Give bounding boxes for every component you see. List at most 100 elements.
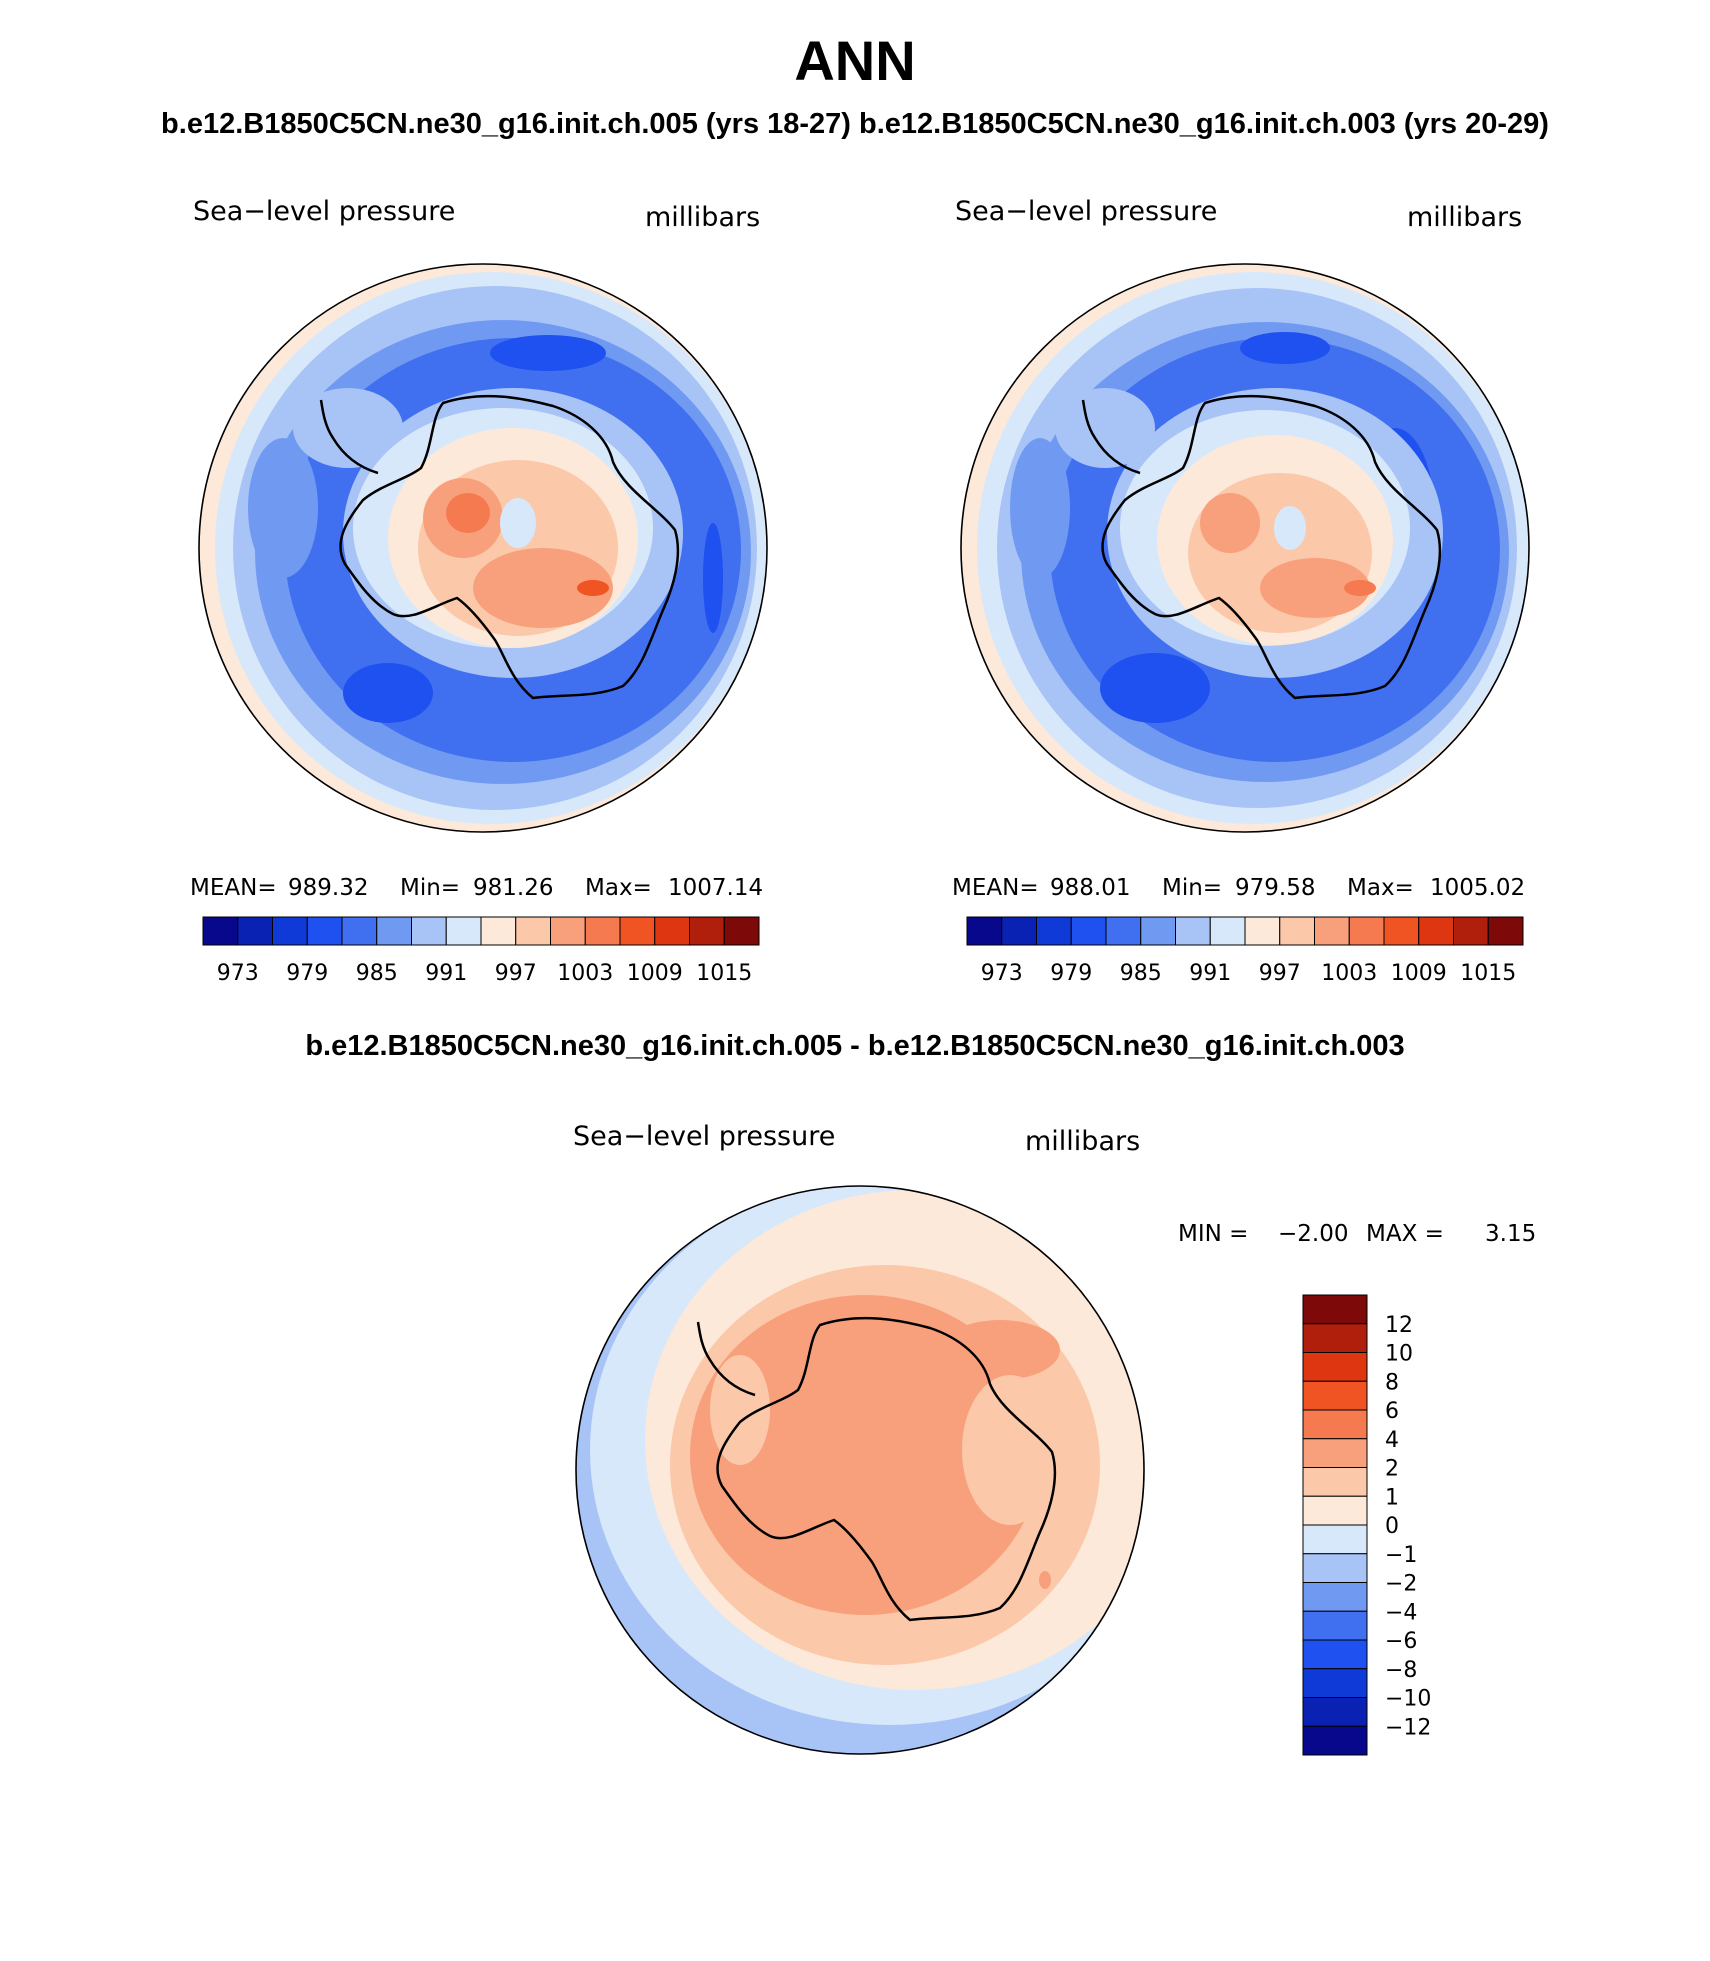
stats-min-value: 979.58 bbox=[1235, 875, 1315, 901]
colorbar-box bbox=[1302, 1524, 1368, 1555]
colorbar-tick-label: −10 bbox=[1385, 1687, 1431, 1712]
colorbar-box bbox=[1001, 916, 1037, 946]
colorbar-tick-label: 991 bbox=[425, 961, 467, 986]
colorbar-case-005: 973 979 985 991 997 1003 1009 1015 bbox=[202, 916, 760, 986]
colorbar-tick-label: 973 bbox=[217, 961, 259, 986]
colorbar-box bbox=[1302, 1495, 1368, 1526]
colorbar-box bbox=[1302, 1610, 1368, 1641]
colorbar-box bbox=[480, 916, 517, 946]
colorbar-box bbox=[1302, 1697, 1368, 1727]
colorbar-tick-label: 2 bbox=[1385, 1457, 1399, 1482]
panel-difference: Sea−level pressure millibars MIN = −2.00… bbox=[573, 1121, 1536, 1756]
colorbar-tick-label: 985 bbox=[356, 961, 398, 986]
colorbar-box bbox=[1175, 916, 1211, 946]
colorbar-box bbox=[550, 916, 586, 946]
colorbar-tick-label: 979 bbox=[286, 961, 328, 986]
colorbar-tick-label: 1015 bbox=[1460, 961, 1516, 986]
colorbar-box bbox=[689, 916, 725, 946]
colorbar-box bbox=[411, 916, 447, 946]
colorbar-tick-label: 997 bbox=[495, 961, 537, 986]
colorbar-box bbox=[1302, 1668, 1368, 1698]
colorbar-box bbox=[1302, 1438, 1368, 1468]
colorbar-box bbox=[1302, 1639, 1368, 1670]
colorbar-tick-label: −1 bbox=[1385, 1543, 1417, 1568]
colorbar-tick-label: 8 bbox=[1385, 1370, 1399, 1395]
colorbar-box bbox=[1302, 1725, 1368, 1756]
case-header: b.e12.B1850C5CN.ne30_g16.init.ch.005 (yr… bbox=[161, 108, 1549, 140]
stats-max-value: 1007.14 bbox=[668, 875, 763, 901]
colorbar-box bbox=[1302, 1323, 1368, 1353]
colorbar-box bbox=[1302, 1352, 1368, 1382]
colorbar-box bbox=[1279, 916, 1315, 946]
colorbar-tick-label: −12 bbox=[1385, 1715, 1431, 1740]
colorbar-box bbox=[306, 916, 343, 946]
colorbar-box bbox=[1244, 916, 1281, 946]
colorbar-tick-label: 1015 bbox=[696, 961, 752, 986]
map-case-003 bbox=[960, 263, 1530, 833]
map-case-005 bbox=[198, 263, 768, 833]
colorbar-tick-label: 1003 bbox=[1321, 961, 1377, 986]
colorbar-box bbox=[966, 916, 1003, 946]
stats-min-label: Min= bbox=[1162, 875, 1222, 901]
colorbar-box bbox=[1302, 1294, 1368, 1325]
stats-max-label: Max= bbox=[1347, 875, 1414, 901]
colorbar-box bbox=[1302, 1380, 1368, 1411]
panel-case-003: Sea−level pressure millibars bbox=[952, 196, 1530, 986]
colorbar-box bbox=[1036, 916, 1072, 946]
stats-max-value: 1005.02 bbox=[1430, 875, 1525, 901]
panel-units: millibars bbox=[645, 202, 760, 233]
colorbar-tick-label: −6 bbox=[1385, 1629, 1417, 1654]
colorbar-box bbox=[1453, 916, 1489, 946]
colorbar-box bbox=[376, 916, 412, 946]
stats-min-label: Min= bbox=[400, 875, 460, 901]
panel-title: Sea−level pressure bbox=[193, 196, 455, 227]
colorbar-tick-label: 1 bbox=[1385, 1485, 1399, 1510]
colorbar-box bbox=[445, 916, 482, 946]
colorbar-box bbox=[1314, 916, 1350, 946]
colorbar-box bbox=[1348, 916, 1385, 946]
colorbar-box bbox=[1209, 916, 1246, 946]
stats-mean-label: MEAN= bbox=[190, 875, 277, 901]
colorbar-box bbox=[1302, 1467, 1368, 1497]
stats-mean-value: 988.01 bbox=[1050, 875, 1130, 901]
colorbar-box bbox=[202, 916, 239, 946]
panel-units: millibars bbox=[1407, 202, 1522, 233]
colorbar-case-003: 973 979 985 991 997 1003 1009 1015 bbox=[966, 916, 1524, 986]
colorbar-tick-label: 10 bbox=[1385, 1342, 1413, 1367]
colorbar-tick-label: 991 bbox=[1189, 961, 1231, 986]
panel-title: Sea−level pressure bbox=[573, 1121, 835, 1152]
colorbar-tick-label: 973 bbox=[981, 961, 1023, 986]
colorbar-tick-label: 1003 bbox=[557, 961, 613, 986]
panel-units: millibars bbox=[1025, 1126, 1140, 1157]
colorbar-box bbox=[1418, 916, 1454, 946]
colorbar-box bbox=[1302, 1553, 1368, 1583]
diff-max-label: MAX = bbox=[1366, 1221, 1444, 1247]
diff-min-value: −2.00 bbox=[1278, 1221, 1348, 1247]
colorbar-box bbox=[272, 916, 308, 946]
colorbar-box bbox=[1105, 916, 1142, 946]
colorbar-box bbox=[654, 916, 690, 946]
map-difference bbox=[575, 1185, 1145, 1755]
colorbar-box bbox=[723, 916, 760, 946]
colorbar-box bbox=[619, 916, 656, 946]
colorbar-tick-label: 0 bbox=[1385, 1514, 1399, 1539]
panel-case-005: Sea−level pressure millibars bbox=[190, 196, 768, 986]
colorbar-box bbox=[1383, 916, 1420, 946]
colorbar-box bbox=[341, 916, 378, 946]
colorbar-box bbox=[1140, 916, 1176, 946]
stats-mean-label: MEAN= bbox=[952, 875, 1039, 901]
colorbar-box bbox=[1302, 1409, 1368, 1440]
colorbar-tick-label: −8 bbox=[1385, 1658, 1417, 1683]
colorbar-box bbox=[237, 916, 273, 946]
figure-title: ANN bbox=[794, 29, 916, 92]
stats-min-value: 981.26 bbox=[473, 875, 553, 901]
colorbar-tick-label: 1009 bbox=[1391, 961, 1447, 986]
colorbar-tick-label: 997 bbox=[1259, 961, 1301, 986]
stats-max-label: Max= bbox=[585, 875, 652, 901]
diff-min-label: MIN = bbox=[1178, 1221, 1248, 1247]
colorbar-tick-label: −2 bbox=[1385, 1572, 1417, 1597]
colorbar-box bbox=[1302, 1582, 1368, 1612]
diff-max-value: 3.15 bbox=[1485, 1221, 1536, 1247]
